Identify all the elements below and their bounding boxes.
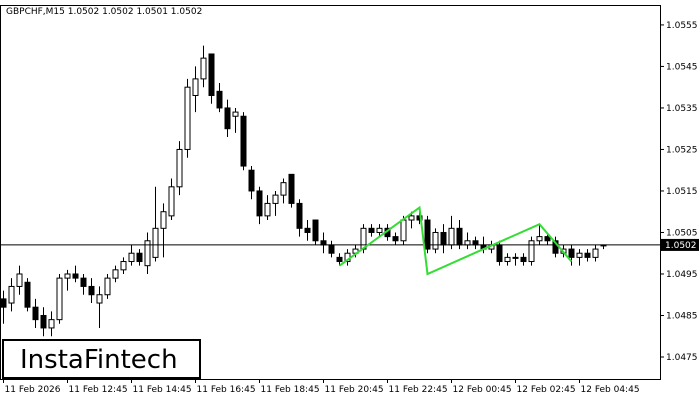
- logo: InstaFintech: [20, 345, 178, 375]
- candle-body: [568, 248, 575, 258]
- plot-frame: [0, 5, 661, 380]
- candle-body: [200, 57, 207, 80]
- candle-body: [88, 285, 95, 296]
- candle-body: [232, 111, 239, 117]
- candle-body: [432, 231, 439, 250]
- logo-box: [2, 339, 201, 379]
- candle-body: [8, 285, 15, 304]
- candle-body: [320, 240, 327, 246]
- pattern-line: [338, 205, 573, 276]
- y-tick-label: 1.0535: [666, 104, 698, 114]
- x-tick-label: 11 Feb 12:45: [69, 385, 128, 395]
- chart-title: GBPCHF,M15 1.0502 1.0502 1.0501 1.0502: [6, 7, 202, 17]
- candle-body: [168, 186, 175, 217]
- last-price-label: 1.0502: [665, 241, 697, 251]
- y-tick-label: 1.0485: [666, 311, 698, 321]
- candle-body: [440, 231, 447, 246]
- candle-body: [104, 277, 111, 296]
- candle-body: [32, 306, 39, 321]
- candle-body: [160, 211, 167, 229]
- candle-body: [400, 219, 407, 242]
- candle-body: [512, 256, 519, 259]
- candle-body: [48, 319, 55, 329]
- candle-body: [256, 190, 263, 217]
- candle-body: [24, 281, 31, 308]
- last-price-box: [661, 238, 699, 251]
- candle-body: [272, 194, 279, 204]
- candle-body: [304, 227, 311, 233]
- y-tick-label: 1.0515: [666, 187, 698, 197]
- x-tick-label: 11 Feb 20:45: [325, 385, 384, 395]
- candle-body: [208, 53, 215, 96]
- candle-body: [592, 248, 599, 258]
- candle-body: [16, 273, 23, 287]
- candle-body: [136, 252, 143, 263]
- candle-body: [496, 244, 503, 263]
- candle-body: [544, 236, 551, 242]
- candle-body: [240, 115, 247, 167]
- x-tick-label: 11 Feb 18:45: [261, 385, 320, 395]
- y-tick-label: 1.0555: [666, 21, 698, 31]
- candle-body: [0, 298, 7, 308]
- candle-body: [192, 78, 199, 96]
- candle-body: [576, 252, 583, 258]
- candle-body: [56, 277, 63, 321]
- candle-body: [520, 256, 527, 263]
- y-tick-label: 1.0545: [666, 62, 698, 72]
- candle-body: [328, 244, 335, 254]
- candle-body: [112, 269, 119, 279]
- y-tick-label: 1.0505: [666, 228, 698, 238]
- candle-body: [152, 227, 159, 258]
- candle-body: [368, 227, 375, 233]
- candle-body: [472, 240, 479, 246]
- x-tick-label: 11 Feb 22:45: [389, 385, 448, 395]
- candle-body: [336, 256, 343, 263]
- candle-body: [72, 273, 79, 279]
- candle-body: [528, 240, 535, 263]
- candle-body: [176, 148, 183, 188]
- candle-body: [424, 219, 431, 250]
- candle-body: [376, 227, 383, 233]
- y-tick-label: 1.0475: [666, 353, 698, 363]
- x-tick-label: 12 Feb 04:45: [581, 385, 640, 395]
- candle-body: [216, 90, 223, 109]
- candle-body: [184, 86, 191, 150]
- candle-body: [392, 236, 399, 242]
- candle-body: [448, 227, 455, 246]
- candle-body: [312, 219, 319, 242]
- candle-body: [296, 202, 303, 229]
- x-tick-label: 12 Feb 00:45: [453, 385, 512, 395]
- candle-body: [80, 277, 87, 287]
- candle-body: [120, 261, 127, 271]
- x-tick-label: 11 Feb 2026: [5, 385, 61, 395]
- y-tick-label: 1.0525: [666, 145, 698, 155]
- candle-body: [464, 240, 471, 246]
- candle-body: [280, 182, 287, 196]
- candle-body: [224, 107, 231, 130]
- candle-body: [128, 252, 135, 263]
- candle-body: [456, 227, 463, 246]
- candle-body: [40, 314, 47, 329]
- candle-body: [504, 256, 511, 263]
- x-tick-label: 12 Feb 02:45: [517, 385, 576, 395]
- candle-body: [584, 252, 591, 258]
- candle-body: [288, 173, 295, 204]
- y-tick-label: 1.0495: [666, 270, 698, 280]
- candle-body: [144, 240, 151, 267]
- x-tick-label: 11 Feb 16:45: [197, 385, 256, 395]
- candle-body: [96, 294, 103, 304]
- marks: 1.0475 1.0485 1.0495 1.0505 1.0515 1.0525 1.05…: [0, 21, 699, 395]
- candle-body: [536, 236, 543, 242]
- candle-body: [64, 273, 71, 279]
- candle-body: [248, 169, 255, 192]
- x-tick-label: 11 Feb 14:45: [133, 385, 192, 395]
- candle-body: [408, 215, 415, 221]
- candle-body: [264, 202, 271, 217]
